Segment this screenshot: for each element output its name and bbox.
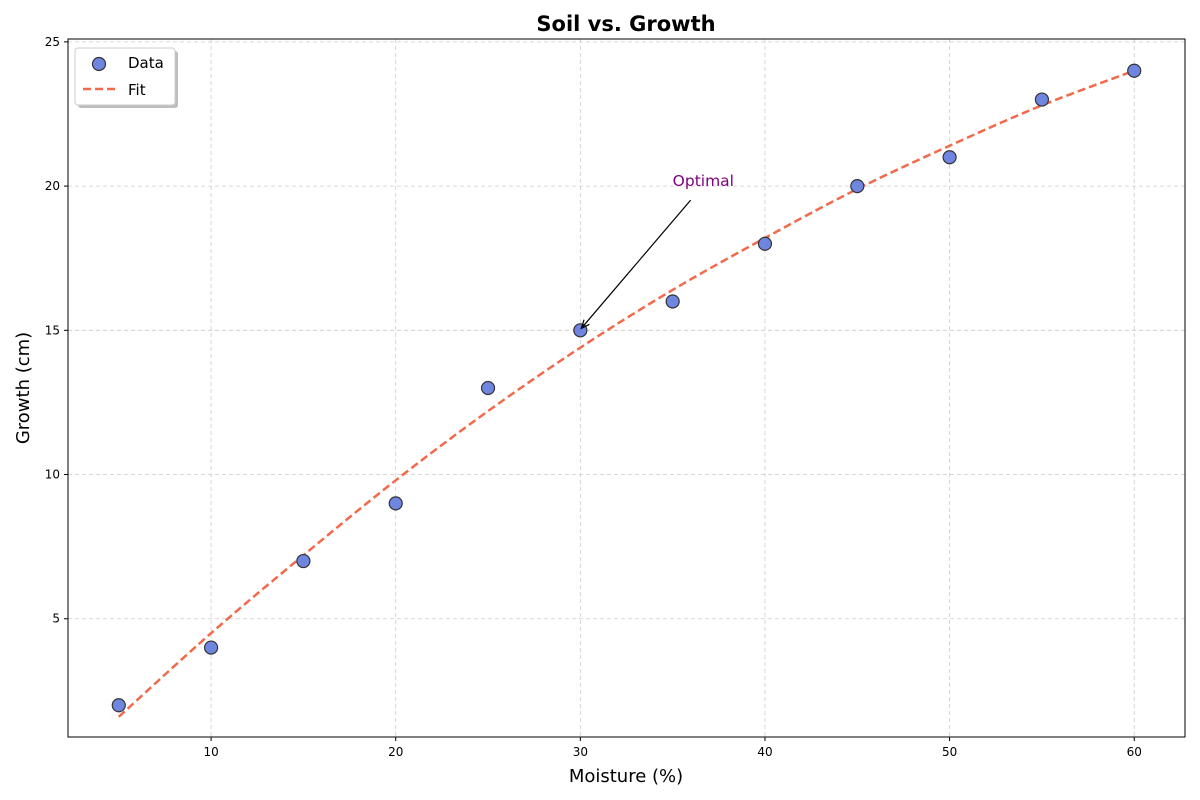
y-tick-label: 10 (45, 468, 60, 482)
annotation-arrowhead (580, 319, 590, 330)
x-tick-label: 30 (573, 745, 588, 759)
data-point (665, 294, 680, 309)
data-point (388, 496, 403, 511)
x-tick-label: 60 (1127, 745, 1142, 759)
data-point (296, 553, 311, 569)
x-tick-label: 50 (942, 745, 957, 759)
legend: Data Fit (74, 47, 178, 108)
data-point (573, 323, 588, 338)
plot-frame (67, 38, 1186, 738)
data-point (850, 178, 865, 194)
data-point (757, 236, 773, 251)
data-point (203, 640, 219, 655)
chart-title: Soil vs. Growth (536, 12, 715, 36)
annotation-label: Optimal (673, 172, 734, 190)
fit-line (117, 69, 1135, 718)
x-axis-label: Moisture (%) (569, 766, 683, 787)
fit-layer (117, 69, 1135, 718)
x-tick-label: 20 (388, 745, 403, 759)
y-tick-label: 25 (45, 35, 60, 49)
annotation-layer: Optimal (580, 172, 734, 330)
data-point (111, 698, 126, 713)
legend-label-data: Data (128, 54, 164, 72)
annotation-arrow (580, 199, 692, 329)
data-point (1034, 92, 1050, 107)
data-point (480, 380, 496, 396)
x-tick-label: 40 (757, 745, 772, 759)
y-tick-label: 20 (45, 179, 60, 193)
data-point (942, 150, 957, 165)
legend-label-fit: Fit (128, 81, 146, 99)
y-axis-label: Growth (cm) (13, 332, 34, 444)
y-tick-label: 5 (52, 612, 60, 626)
x-axis: 10 20 30 40 50 60 (203, 737, 1142, 759)
grid (68, 39, 1185, 737)
y-tick-label: 15 (45, 323, 60, 337)
y-axis: 5 10 15 20 25 (45, 35, 68, 626)
x-tick-label: 10 (203, 745, 218, 759)
legend-marker-data (91, 56, 107, 72)
points-layer (111, 63, 1142, 713)
data-point (1127, 63, 1142, 78)
